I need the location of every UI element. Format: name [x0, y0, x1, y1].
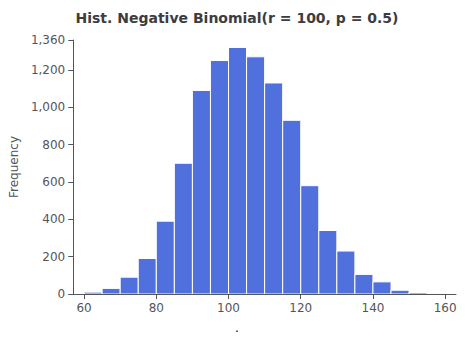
- svg-text:.: .: [235, 321, 239, 335]
- svg-text:80: 80: [149, 301, 164, 315]
- svg-text:60: 60: [76, 301, 91, 315]
- svg-text:120: 120: [289, 301, 312, 315]
- svg-text:800: 800: [42, 138, 65, 152]
- svg-text:400: 400: [42, 212, 65, 226]
- svg-text:140: 140: [361, 301, 384, 315]
- svg-text:1,200: 1,200: [31, 63, 65, 77]
- svg-text:160: 160: [434, 301, 457, 315]
- svg-text:Hist. Negative Binomial(r = 10: Hist. Negative Binomial(r = 100, p = 0.5…: [76, 10, 399, 26]
- svg-text:Frequency: Frequency: [7, 136, 21, 198]
- svg-text:0: 0: [58, 287, 66, 301]
- svg-text:1,000: 1,000: [31, 100, 65, 114]
- svg-text:100: 100: [217, 301, 240, 315]
- svg-text:600: 600: [42, 175, 65, 189]
- svg-text:200: 200: [42, 250, 65, 264]
- svg-text:1,360: 1,360: [31, 33, 65, 47]
